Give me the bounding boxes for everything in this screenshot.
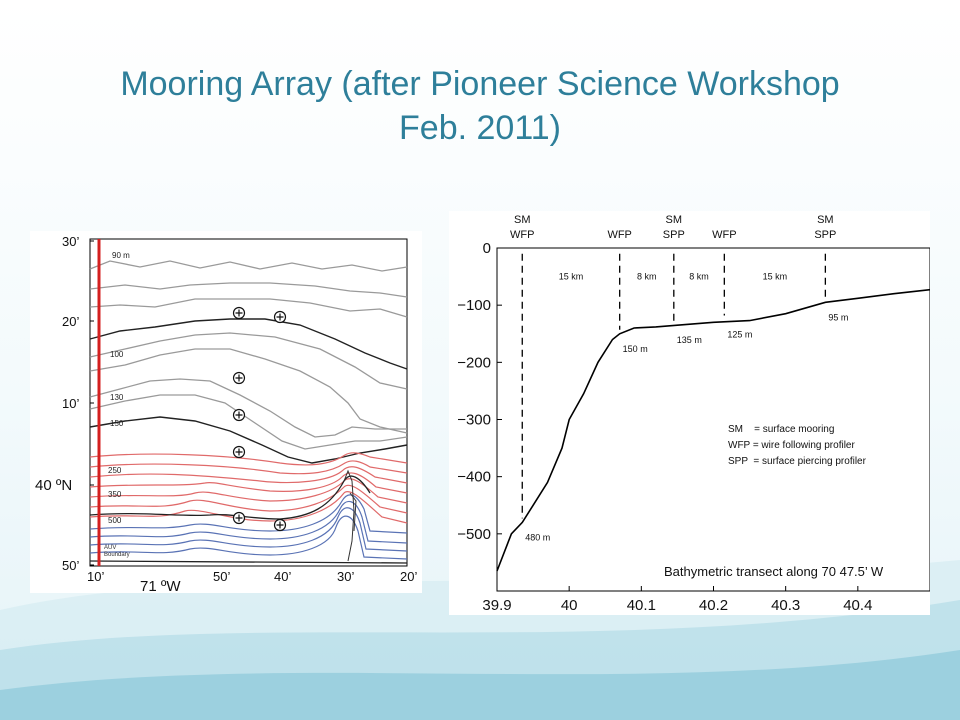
isobath-gray-7	[89, 394, 408, 450]
canyon-feature	[343, 469, 357, 562]
circled-plus-icon	[232, 371, 246, 385]
circled-plus-icon	[273, 518, 287, 532]
transect-chart: 0 −100 −200 −300 −400 −500 39.9 40 40.1 40.2 40.3…	[457, 214, 931, 614]
isobath-gray-4	[89, 332, 408, 390]
mooring-depth-label: 95 m	[828, 312, 848, 322]
x-tick-label: 40.2	[699, 597, 728, 614]
x-tick-label: 40.1	[627, 597, 656, 614]
transect-legend: SM = surface mooring WFP = wire followin…	[728, 424, 867, 467]
transect-panel: 0 −100 −200 −300 −400 −500 39.9 40 40.1 40.2 40.3…	[449, 211, 931, 615]
y-tick-label: −300	[457, 412, 491, 429]
map-y-tick-10: 10’	[62, 396, 79, 411]
mooring-instrument-label: WFP	[712, 229, 736, 241]
map-y-tick-30: 30’	[62, 234, 79, 249]
legend-item-sm: SM = surface mooring	[728, 424, 834, 435]
mooring-instrument-label: SPP	[814, 229, 836, 241]
legend-item-spp: SPP = surface piercing profiler	[728, 456, 867, 467]
map-y-labels: 30’ 20’ 10’ 40 ºN 50’	[35, 234, 79, 573]
x-tick-label: 39.9	[482, 597, 511, 614]
isobath-gray-2	[89, 282, 408, 298]
auv-label-line2: Boundary	[104, 552, 130, 558]
depth-label-350: 350	[108, 490, 122, 499]
transect-title: Bathymetric transect along 70 47.5’ W	[664, 564, 884, 579]
depth-label-150: 150	[110, 419, 124, 428]
map-x-tick-10: 10’	[87, 569, 104, 584]
x-tick-label: 40.4	[843, 597, 872, 614]
spacing-label: 15 km	[559, 271, 584, 281]
map-x-tick-20: 20’	[400, 569, 417, 584]
mooring-depth-label: 480 m	[525, 532, 550, 542]
circled-plus-icon	[273, 310, 287, 324]
auv-label-line1: AUV	[104, 545, 116, 551]
y-tick-label: −500	[457, 526, 491, 543]
map-panel: AUV Boundary 90 m 100 130 150 250 350 50…	[30, 231, 422, 595]
mooring-type-label: SM	[817, 214, 834, 226]
depth-labels: 90 m 100 130 150 250 350 500	[108, 251, 130, 525]
red-isobaths	[89, 452, 408, 524]
circled-plus-icon	[232, 511, 246, 525]
mooring-instrument-label: SPP	[663, 229, 685, 241]
transect-y-ticks: 0 −100 −200 −300 −400 −500	[457, 240, 502, 543]
transect-spacings: 15 km 8 km 8 km 15 km	[559, 271, 787, 281]
depth-label-130: 130	[110, 393, 124, 402]
x-tick-label: 40	[561, 597, 578, 614]
map-y-ticks	[90, 240, 94, 566]
x-tick-label: 40.3	[771, 597, 800, 614]
isobath-90	[89, 260, 408, 272]
spacing-label: 15 km	[763, 271, 788, 281]
map-x-axis-label: 71 ºW	[140, 578, 181, 593]
isobath-150	[89, 416, 408, 464]
circled-plus-icon	[232, 445, 246, 459]
contour-map: AUV Boundary 90 m 100 130 150 250 350 50…	[35, 234, 417, 595]
map-x-tick-40: 40’	[274, 569, 291, 584]
map-x-tick-50: 50’	[213, 569, 230, 584]
spacing-label: 8 km	[637, 271, 657, 281]
gray-isobaths	[89, 260, 408, 450]
y-tick-label: −400	[457, 469, 491, 486]
blue-isobaths	[89, 494, 408, 560]
legend-item-wfp: WFP = wire following profiler	[728, 440, 855, 451]
mooring-instrument-label: WFP	[607, 229, 631, 241]
isobath-100	[89, 318, 408, 370]
map-y-tick-40N: 40 ºN	[35, 477, 72, 494]
mooring-type-label: SM	[514, 214, 531, 226]
mooring-depth-label: 135 m	[677, 335, 702, 345]
transect-x-ticks: 39.9 40 40.1 40.2 40.3 40.4	[482, 586, 872, 614]
slide-title: Mooring Array (after Pioneer Science Wor…	[40, 62, 920, 150]
mooring-depth-label: 150 m	[623, 344, 648, 354]
y-tick-label: 0	[483, 240, 491, 257]
isobath-130	[89, 378, 407, 438]
bathymetry-profile-line	[496, 288, 931, 572]
dark-isobaths	[89, 318, 408, 464]
slide-title-line1: Mooring Array (after Pioneer Science Wor…	[120, 65, 840, 103]
map-x-labels: 10’ 50’ 40’ 30’ 20’	[87, 569, 417, 584]
isobath-gray-5	[89, 348, 408, 434]
mooring-depth-label: 125 m	[727, 329, 752, 339]
transect-frame	[496, 247, 931, 592]
map-y-tick-20: 20’	[62, 314, 79, 329]
mooring-instrument-label: WFP	[510, 229, 534, 241]
y-tick-label: −200	[457, 354, 491, 371]
mooring-type-label: SM	[666, 214, 683, 226]
mooring-markers	[232, 306, 287, 532]
map-y-tick-50: 50’	[62, 558, 79, 573]
spacing-label: 8 km	[689, 271, 709, 281]
depth-label-500: 500	[108, 516, 122, 525]
slide-title-line2: Feb. 2011)	[399, 109, 561, 147]
isobath-gray-3	[89, 298, 408, 318]
depth-label-90: 90 m	[112, 251, 130, 260]
map-x-tick-30: 30’	[337, 569, 354, 584]
circled-plus-icon	[232, 306, 246, 320]
y-tick-label: −100	[457, 297, 491, 314]
depth-label-250: 250	[108, 466, 122, 475]
depth-label-100: 100	[110, 350, 124, 359]
transect-moorings: SM WFP 480 m WFP 150 m SM SPP 135 m WFP 125 m SM SP…	[510, 214, 848, 542]
circled-plus-icon	[232, 408, 246, 422]
